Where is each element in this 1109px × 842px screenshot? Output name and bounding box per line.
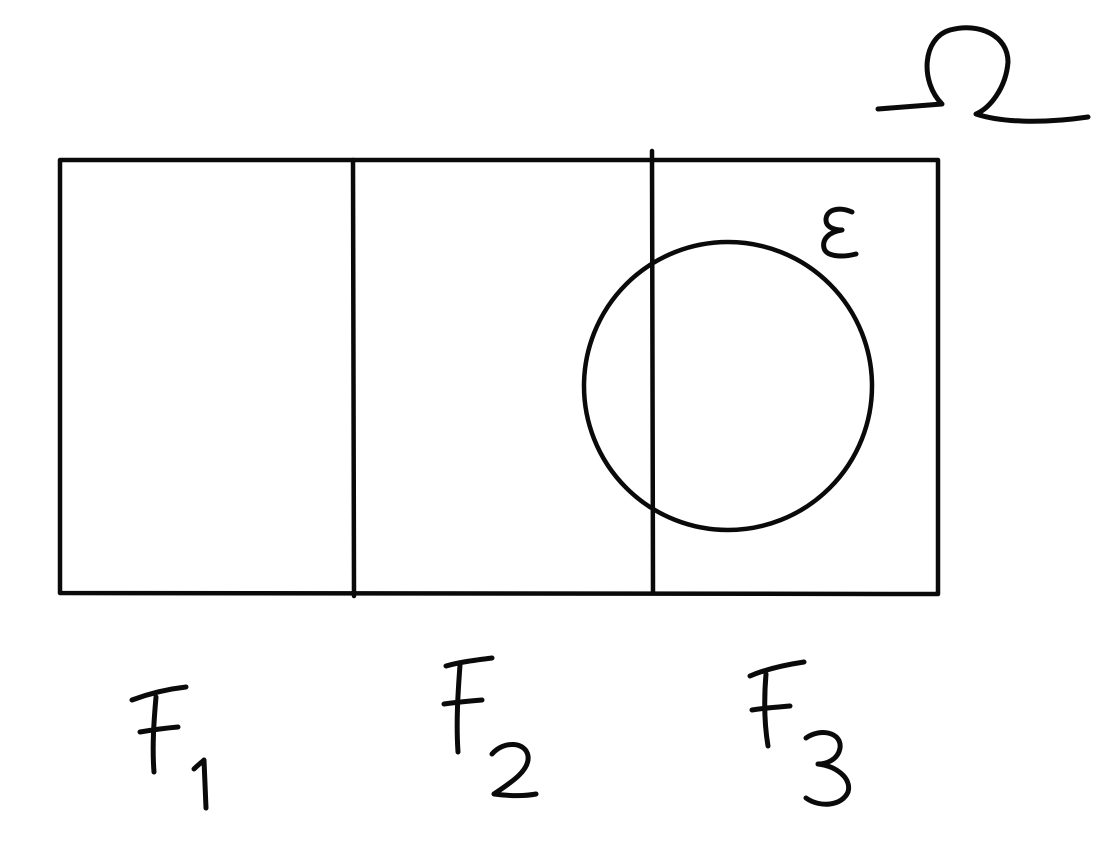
partition-label-f2-subscript: 2 (0, 0, 10, 4)
partition-label-f3: F 3 (0, 0, 852, 807)
sample-space-label-omega: Ω (0, 0, 1091, 124)
partition-label-f1-text: F (0, 0, 11, 4)
partition-label-f2-text: F (0, 0, 11, 4)
partition-label-f1: F 1 (0, 0, 209, 811)
partition-label-f3-text: F (0, 0, 11, 4)
partition-divider-1 (350, 157, 357, 599)
partition-divider-2 (649, 148, 656, 596)
event-circle (581, 239, 875, 533)
partition-label-f2: F 2 (0, 0, 539, 798)
event-label: E (0, 0, 859, 259)
sample-space-rectangle (57, 157, 941, 597)
sample-space-label-text: Ω (0, 0, 13, 4)
partition-label-f3-subscript: 3 (0, 0, 10, 4)
partition-label-f1-subscript: 1 (0, 0, 10, 4)
event-label-text: E (0, 0, 12, 4)
